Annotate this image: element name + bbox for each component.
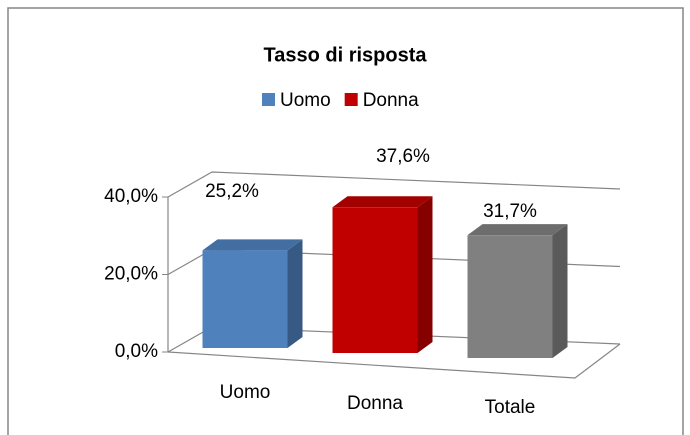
x-tick-label: Donna <box>347 393 403 414</box>
grid-line <box>167 171 621 198</box>
bar-top <box>202 239 303 251</box>
bar-top <box>332 196 433 208</box>
bar-side <box>287 239 303 348</box>
y-tick-label: 40,0% <box>104 186 158 207</box>
legend-label: Donna <box>363 90 419 111</box>
legend-label: Uomo <box>280 90 331 111</box>
value-label: 31,7% <box>483 201 537 222</box>
bar <box>332 207 418 353</box>
floor-front <box>167 343 621 379</box>
y-tick-label: 0,0% <box>115 341 158 362</box>
value-label: 37,6% <box>376 146 430 167</box>
x-tick-label: Uomo <box>220 382 271 403</box>
bar-top <box>467 224 568 236</box>
bar-side <box>417 196 433 353</box>
chart-title: Tasso di risposta <box>263 44 427 66</box>
y-tick-label: 20,0% <box>104 264 158 285</box>
value-label: 25,2% <box>205 181 259 202</box>
chart-frame <box>7 7 684 435</box>
legend-swatch <box>262 93 275 106</box>
legend-swatch <box>344 93 358 106</box>
bar <box>467 235 553 358</box>
bar-side <box>552 224 568 358</box>
x-tick-label: Totale <box>485 397 536 418</box>
bar <box>202 250 288 348</box>
